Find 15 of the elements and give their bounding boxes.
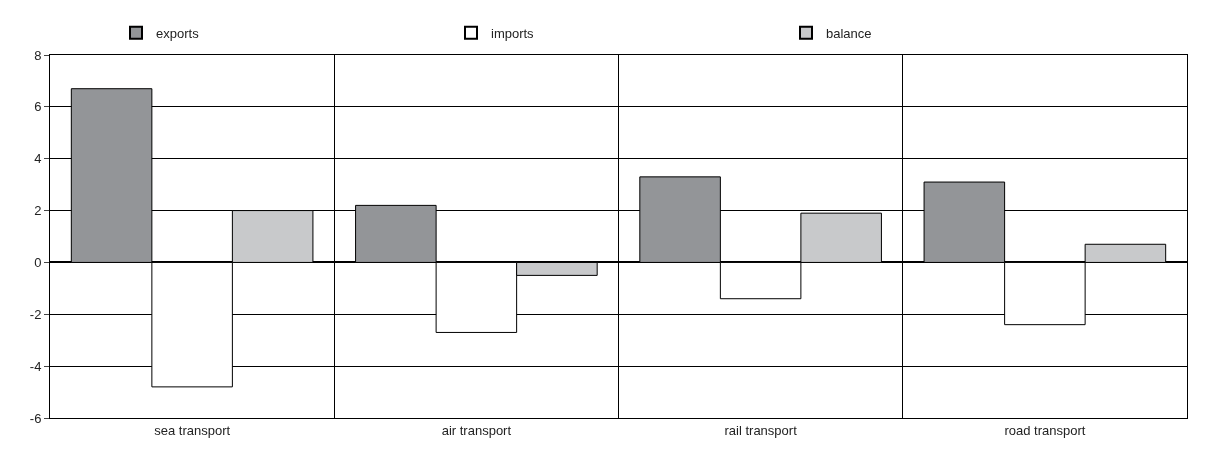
y-tick-label: -2 [29,306,42,322]
y-tick-label: 8 [34,47,42,63]
y-tick-label: 6 [34,99,42,115]
y-tick-label: 0 [34,254,42,270]
legend-label: exports [156,25,200,41]
x-tick-label: road transport [1004,422,1086,438]
y-tick-label: -6 [29,410,42,426]
x-tick-label: sea transport [154,422,231,438]
y-tick-label: 2 [34,203,42,219]
y-tick-label: -4 [29,358,42,374]
legend-label: imports [491,25,535,41]
y-tick-label: 4 [34,151,42,167]
x-tick-label: air transport [441,422,512,438]
x-tick-label: rail transport [724,422,798,438]
legend-label: balance [826,25,872,41]
